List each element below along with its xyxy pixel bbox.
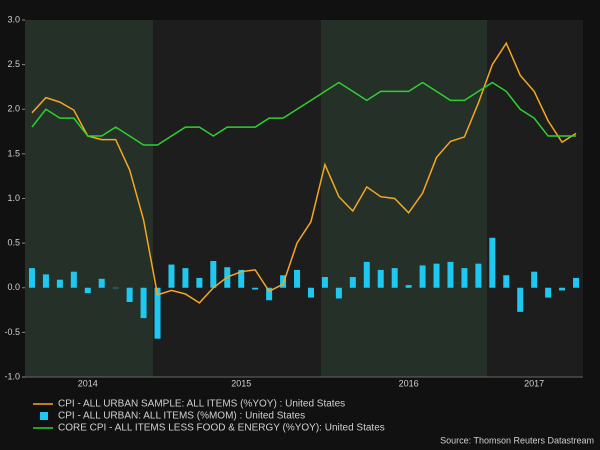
- x-tick-label: 2016: [399, 378, 419, 388]
- bar: [154, 287, 161, 339]
- y-tick-label: -1.0: [4, 371, 20, 381]
- y-tick-label: 1.0: [7, 193, 20, 203]
- bar: [126, 287, 133, 303]
- bar: [433, 263, 440, 288]
- bar: [238, 269, 245, 288]
- legend-label: CPI - ALL URBAN SAMPLE: ALL ITEMS (%YOY)…: [58, 399, 345, 410]
- y-tick-label: 0.5: [7, 238, 20, 248]
- bar: [140, 287, 147, 319]
- bar: [559, 287, 566, 291]
- y-tick-label: -0.5: [4, 327, 20, 337]
- bar: [196, 277, 203, 288]
- bar: [391, 268, 398, 288]
- bar: [405, 285, 412, 288]
- bar: [503, 275, 510, 288]
- bar: [70, 271, 77, 288]
- x-tick-label: 2017: [524, 378, 544, 388]
- bar: [42, 274, 49, 288]
- legend-marker: [40, 412, 48, 420]
- bar: [307, 287, 314, 298]
- bar: [489, 237, 496, 288]
- bar: [112, 287, 119, 289]
- bar: [461, 268, 468, 288]
- bar: [210, 260, 217, 288]
- y-tick-label: 1.5: [7, 148, 20, 158]
- source: Source: Thomson Reuters Datastream: [440, 435, 594, 445]
- bar: [168, 264, 175, 288]
- y-tick-label: 0.0: [7, 282, 20, 292]
- y-tick-label: 2.0: [7, 104, 20, 114]
- bar: [321, 277, 328, 288]
- bar: [252, 287, 259, 290]
- legend-label: CORE CPI - ALL ITEMS LESS FOOD & ENERGY …: [58, 423, 385, 434]
- x-tick-label: 2015: [231, 378, 251, 388]
- bar: [517, 287, 524, 312]
- bar: [531, 271, 538, 288]
- bar: [363, 261, 370, 288]
- shaded-period: [321, 20, 487, 377]
- bar: [182, 268, 189, 288]
- bar: [294, 269, 301, 288]
- bar: [280, 275, 287, 288]
- y-tick-label: 2.5: [7, 59, 20, 69]
- bar: [349, 277, 356, 288]
- bar: [266, 287, 273, 301]
- line: [31, 81, 577, 146]
- bar: [447, 261, 454, 288]
- bar: [377, 269, 384, 288]
- bar: [545, 287, 552, 298]
- bar: [98, 278, 105, 288]
- line: [31, 41, 577, 304]
- bar: [573, 277, 580, 288]
- bar: [84, 287, 91, 294]
- legend-label: CPI - ALL URBAN: ALL ITEMS (%MOM) : Unit…: [58, 411, 305, 422]
- bar: [475, 263, 482, 288]
- shaded-period: [25, 20, 153, 377]
- bar: [419, 265, 426, 288]
- bar: [56, 279, 63, 288]
- y-tick-label: 3.0: [7, 14, 20, 24]
- bar: [335, 287, 342, 299]
- bar: [28, 268, 35, 288]
- x-tick-label: 2014: [78, 378, 98, 388]
